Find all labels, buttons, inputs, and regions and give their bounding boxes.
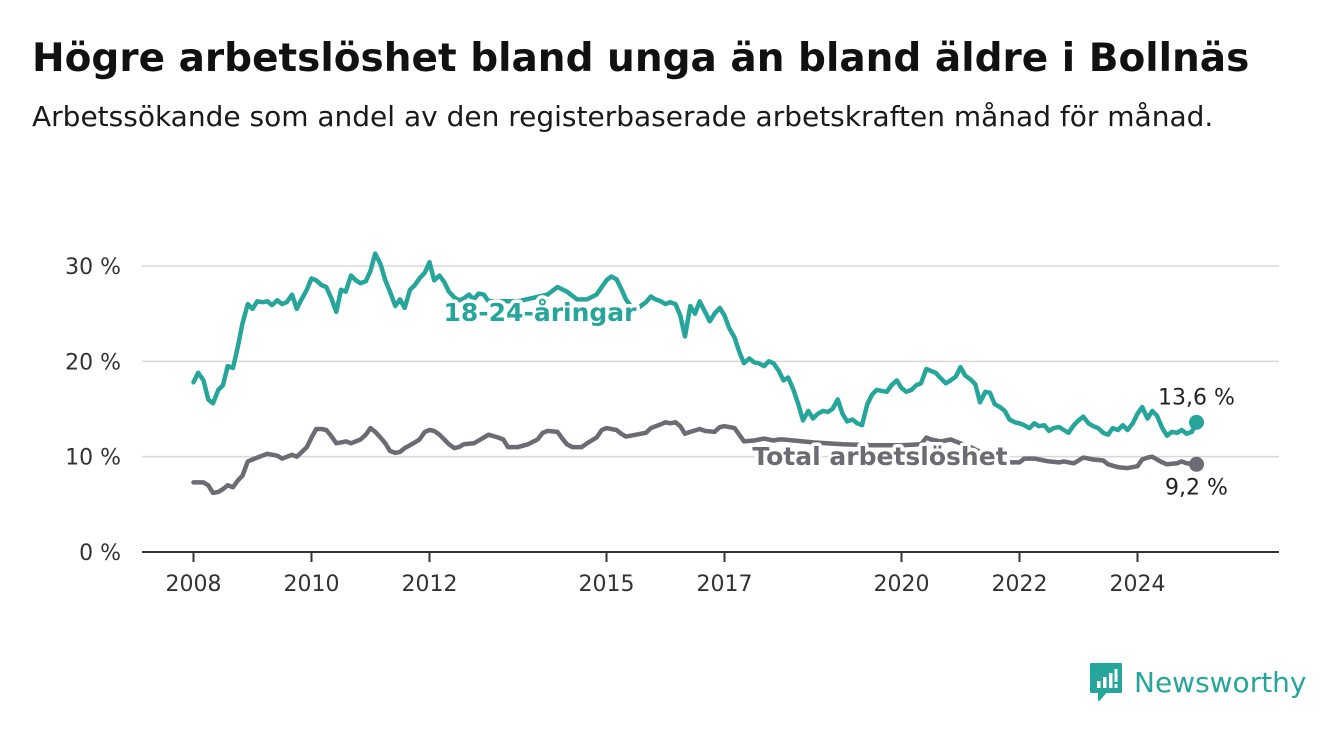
brand-name: Newsworthy xyxy=(1134,665,1307,699)
x-tick-label: 2015 xyxy=(579,572,635,597)
x-tick-label: 2012 xyxy=(402,572,458,597)
series-line-total xyxy=(191,420,1199,496)
end-value-label-total: 9,2 % xyxy=(1165,475,1228,500)
x-tick-label: 2022 xyxy=(992,572,1048,597)
grid-layer: 0 % 10 % 20 % 30 % 2008 2010 2012 2015 2017 2020 2… xyxy=(65,255,1279,597)
newsworthy-logo-icon xyxy=(1090,663,1122,701)
end-value-label-18-24: 13,6 % xyxy=(1158,385,1235,410)
y-tick-label: 10 % xyxy=(65,446,121,471)
y-tick-label: 0 % xyxy=(79,541,121,566)
series-label-total: Total arbetslöshet xyxy=(752,442,1007,471)
x-tick-label: 2020 xyxy=(874,572,930,597)
x-tick-label: 2010 xyxy=(284,572,340,597)
x-tick-label: 2017 xyxy=(697,572,753,597)
series-line-18-24 xyxy=(191,251,1199,438)
series-layer xyxy=(191,251,1199,496)
newsworthy-logo: Newsworthy xyxy=(1088,660,1307,704)
y-tick-label: 20 % xyxy=(65,350,121,375)
end-marker-18-24 xyxy=(1189,414,1204,430)
line-chart: 0 % 10 % 20 % 30 % 2008 2010 2012 2015 2017 2020 2… xyxy=(65,251,1279,597)
label-layer: 18-24-åringar Total arbetslöshet 13,6 % 9,2… xyxy=(440,295,1237,503)
y-tick-label: 30 % xyxy=(65,255,121,280)
chart-subtitle: Arbetssökande som andel av den registerb… xyxy=(32,100,1214,133)
end-marker-total xyxy=(1189,456,1204,472)
chart-title: Högre arbetslöshet bland unga än bland ä… xyxy=(32,36,1250,81)
x-tick-label: 2008 xyxy=(166,572,222,597)
series-label-18-24: 18-24-åringar xyxy=(444,298,638,327)
x-tick-label: 2024 xyxy=(1110,572,1166,597)
